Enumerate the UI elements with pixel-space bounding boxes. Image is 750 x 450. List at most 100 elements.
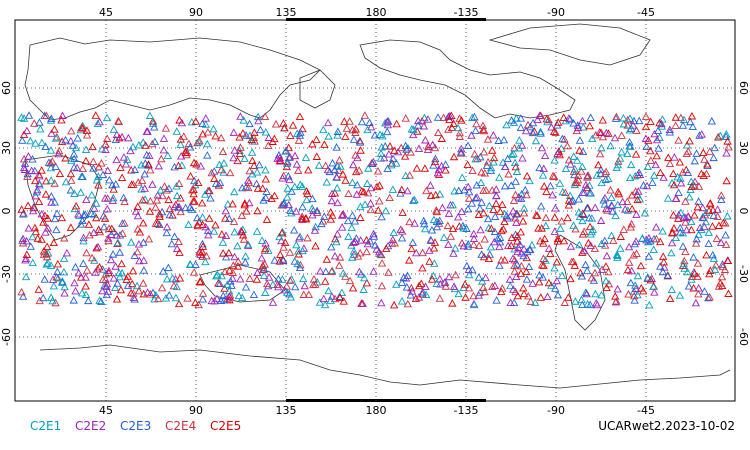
observation-triangle <box>364 188 373 197</box>
observation-triangle <box>569 152 578 160</box>
observation-triangle <box>597 143 606 152</box>
observation-triangle <box>397 297 407 305</box>
observation-triangle <box>296 128 305 136</box>
observation-triangle <box>577 167 586 175</box>
observation-triangle <box>613 253 622 261</box>
observation-triangle <box>217 133 226 142</box>
observation-triangle <box>289 225 299 234</box>
observation-triangle <box>627 191 637 199</box>
observation-triangle <box>489 153 499 162</box>
observation-triangle <box>324 286 333 295</box>
observation-triangle <box>678 121 688 129</box>
observation-triangle <box>67 156 76 164</box>
observation-triangle <box>29 203 39 212</box>
observation-triangle <box>100 194 110 202</box>
top-lon-tick: -135 <box>454 6 479 19</box>
observation-triangle <box>144 160 153 168</box>
observation-triangle <box>606 186 615 194</box>
observation-triangle <box>698 203 707 212</box>
observation-triangle <box>607 193 616 201</box>
observation-triangle <box>643 237 653 246</box>
observation-triangle <box>446 232 455 240</box>
observation-triangle <box>295 112 305 121</box>
observation-triangle <box>513 232 522 240</box>
observation-triangle <box>546 181 555 190</box>
observation-triangle <box>667 228 677 237</box>
observation-triangle <box>187 205 196 213</box>
observation-triangle <box>369 229 378 238</box>
observation-triangle <box>511 287 520 296</box>
observation-triangle <box>535 270 544 279</box>
observation-triangle <box>390 146 399 154</box>
observation-triangle <box>292 160 302 168</box>
observation-triangle <box>401 171 410 179</box>
observation-triangle <box>705 147 714 155</box>
observation-triangle <box>623 149 632 158</box>
observation-triangle <box>348 211 357 219</box>
observation-triangle <box>112 155 121 164</box>
observation-triangle <box>577 272 587 280</box>
observation-triangle <box>673 172 682 181</box>
observation-triangle <box>42 176 51 185</box>
observation-triangle <box>604 129 613 137</box>
observation-triangle <box>114 268 124 277</box>
observation-triangle <box>409 130 418 139</box>
observation-triangle <box>174 203 183 211</box>
observation-triangle <box>426 236 436 244</box>
observation-triangle <box>672 194 681 202</box>
observation-triangle <box>412 164 422 172</box>
observation-triangle <box>46 146 56 154</box>
observation-triangle <box>257 236 267 244</box>
observation-triangle <box>564 200 573 209</box>
observation-triangle <box>139 266 149 274</box>
observation-triangle <box>248 156 257 165</box>
observation-triangle <box>280 285 289 294</box>
observation-triangle <box>550 172 559 181</box>
observation-triangle <box>523 247 532 256</box>
observation-triangle <box>469 229 478 238</box>
observation-triangle <box>489 158 498 166</box>
observation-triangle <box>655 118 664 127</box>
observation-triangle <box>181 203 190 212</box>
observation-triangle <box>31 139 40 147</box>
observation-triangle <box>111 283 120 292</box>
observation-triangle <box>583 299 592 308</box>
observation-triangle <box>439 113 448 122</box>
observation-triangle <box>137 160 146 169</box>
observation-triangle <box>215 178 225 187</box>
observation-triangle <box>44 248 53 257</box>
observation-triangle <box>139 218 148 227</box>
observation-triangle <box>516 114 526 122</box>
observation-triangle <box>591 289 600 298</box>
observation-triangle <box>26 136 35 145</box>
observation-triangle <box>312 152 321 160</box>
observation-triangle <box>504 169 513 178</box>
observation-triangle <box>116 285 126 294</box>
observation-triangle <box>39 293 48 302</box>
observation-triangle <box>30 176 40 185</box>
observation-triangle <box>479 186 488 194</box>
observation-triangle <box>362 247 371 256</box>
observation-triangle <box>77 273 86 281</box>
observation-triangle <box>409 196 418 204</box>
observation-triangle <box>519 289 529 298</box>
observation-triangle <box>295 263 305 272</box>
observation-triangle <box>27 166 36 174</box>
observation-triangle <box>141 141 150 149</box>
observation-triangle <box>694 230 703 238</box>
observation-triangle <box>459 241 468 250</box>
observation-triangle <box>500 217 509 225</box>
observation-triangle <box>525 245 535 253</box>
observation-triangle <box>369 232 379 240</box>
observation-triangle <box>445 111 454 120</box>
observation-triangle <box>297 212 307 220</box>
observation-triangle <box>79 236 88 245</box>
observation-triangle <box>284 153 294 161</box>
observation-triangle <box>627 160 636 169</box>
observation-triangle <box>462 261 471 270</box>
observation-triangle <box>275 153 285 162</box>
observation-triangle <box>573 123 583 132</box>
observation-triangle <box>308 204 317 212</box>
observation-triangle <box>678 168 687 176</box>
observation-triangle <box>472 193 482 201</box>
